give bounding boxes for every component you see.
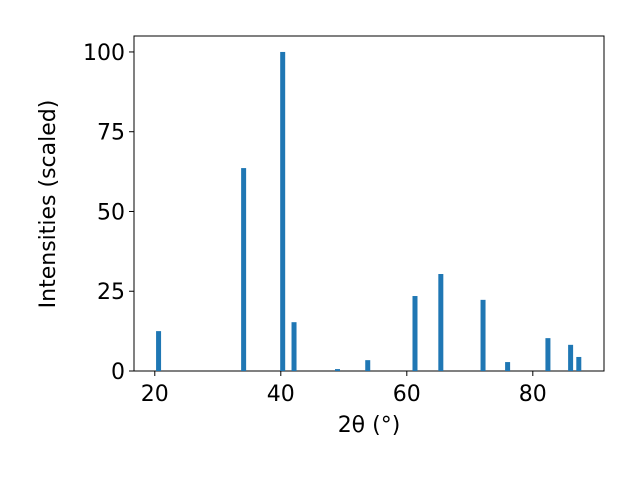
x-axis-label: 2θ (°) <box>338 413 401 438</box>
y-tick-label: 25 <box>97 280 125 305</box>
bar <box>291 322 297 371</box>
x-tick-label: 60 <box>393 382 421 407</box>
x-tick-label: 20 <box>141 382 169 407</box>
bar <box>280 51 286 371</box>
y-tick-label: 75 <box>97 121 125 146</box>
bar <box>480 299 486 371</box>
bar <box>545 338 551 371</box>
y-tick-label: 50 <box>97 200 125 225</box>
x-tick-label: 80 <box>519 382 547 407</box>
x-tick-label: 40 <box>267 382 295 407</box>
bar <box>505 362 511 371</box>
bar <box>334 369 340 371</box>
bar <box>568 344 574 371</box>
y-axis-label: Intensities (scaled) <box>36 100 61 309</box>
bar <box>156 331 162 371</box>
bar <box>241 168 247 371</box>
y-tick-label: 0 <box>111 360 125 385</box>
y-tick-label: 100 <box>83 41 125 66</box>
bar <box>438 274 444 371</box>
plot-frame <box>133 35 605 372</box>
bar <box>412 296 418 371</box>
bar <box>365 360 371 371</box>
bar <box>576 356 582 371</box>
